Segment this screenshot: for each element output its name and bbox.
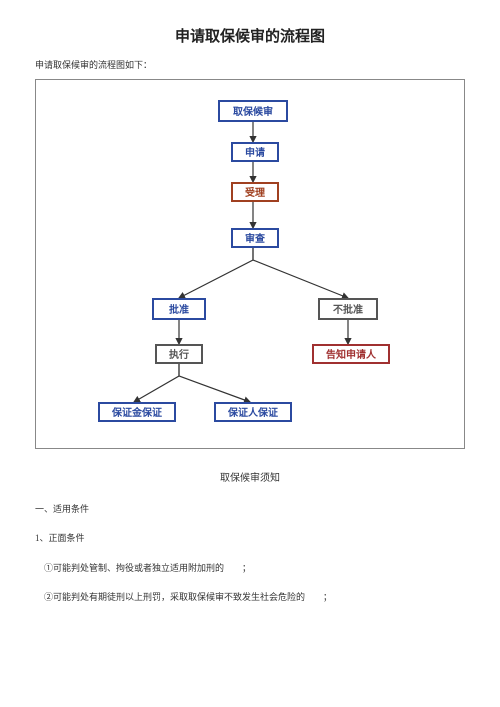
flow-edge-n4-n5 <box>179 248 253 298</box>
section-heading: 取保候审须知 <box>35 469 465 484</box>
flowchart-frame: 取保候审申请受理审查批准 不批准执行 告知申请人保证金保证 保证人保证 <box>35 79 465 449</box>
list-item-1: ①可能判处管制、拘役或者独立适用附加刑的 ； <box>35 561 465 575</box>
list-item-2: ②可能判处有期徒刑以上刑罚，采取取保候审不致发生社会危险的 ； <box>35 590 465 604</box>
heading-conditions: 一、适用条件 <box>35 502 465 516</box>
subheading-positive: 1、正面条件 <box>35 531 465 545</box>
flow-node-n1: 取保候审 <box>218 100 288 122</box>
flowchart-edges <box>36 80 464 448</box>
flow-node-n2: 申请 <box>231 142 279 162</box>
flow-node-n9: 保证金保证 <box>98 402 176 422</box>
flow-edge-n7-n9 <box>134 364 179 402</box>
flow-node-n4: 审查 <box>231 228 279 248</box>
page-title: 申请取保候审的流程图 <box>35 25 465 46</box>
flow-node-n8: 告知申请人 <box>312 344 390 364</box>
flow-edge-n4-n6 <box>253 248 348 298</box>
flow-node-n5: 批准 <box>152 298 206 320</box>
page-subtitle: 申请取保候审的流程图如下： <box>35 58 465 71</box>
flow-node-n10: 保证人保证 <box>214 402 292 422</box>
flow-node-n7: 执行 <box>155 344 203 364</box>
flow-edge-n7-n10 <box>179 364 250 402</box>
flow-node-n3: 受理 <box>231 182 279 202</box>
flow-node-n6: 不批准 <box>318 298 378 320</box>
